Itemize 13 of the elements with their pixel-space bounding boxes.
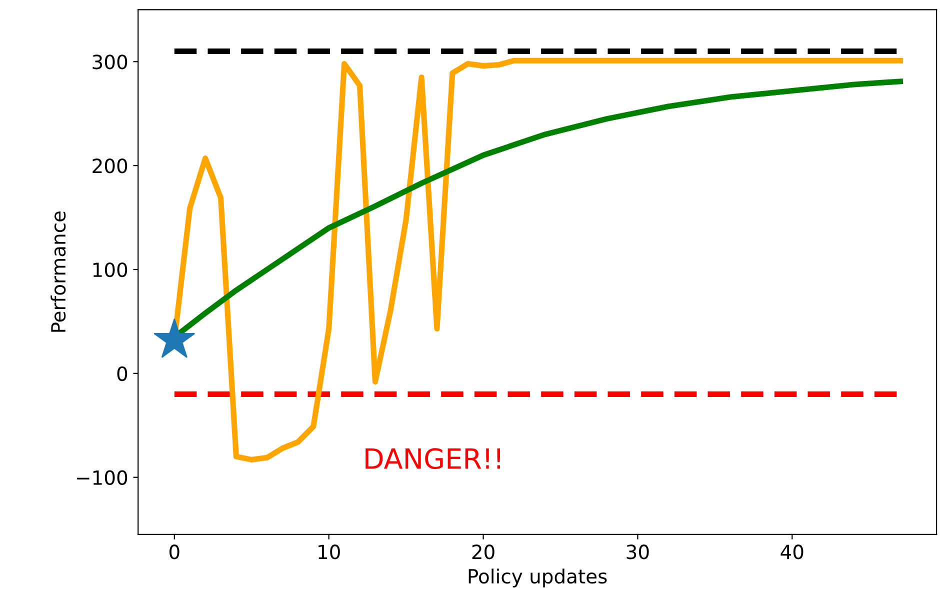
- y-tick-label: 200: [92, 158, 128, 174]
- x-tick-label: 0: [170, 544, 180, 560]
- x-tick-label: 40: [780, 544, 804, 560]
- y-tick-label: −100: [77, 470, 128, 485]
- y-tick-label: 300: [92, 54, 128, 70]
- x-tick-label: 20: [472, 544, 494, 560]
- y-axis-title: Performance: [50, 212, 66, 332]
- x-tick-label: 10: [318, 544, 340, 560]
- annotation: DANGER!!: [366, 448, 500, 470]
- x-tick-label: 30: [626, 544, 649, 560]
- y-tick-label: 100: [93, 262, 128, 278]
- x-axis-title: Policy updates: [468, 568, 607, 588]
- y-tick-label: 0: [117, 366, 128, 382]
